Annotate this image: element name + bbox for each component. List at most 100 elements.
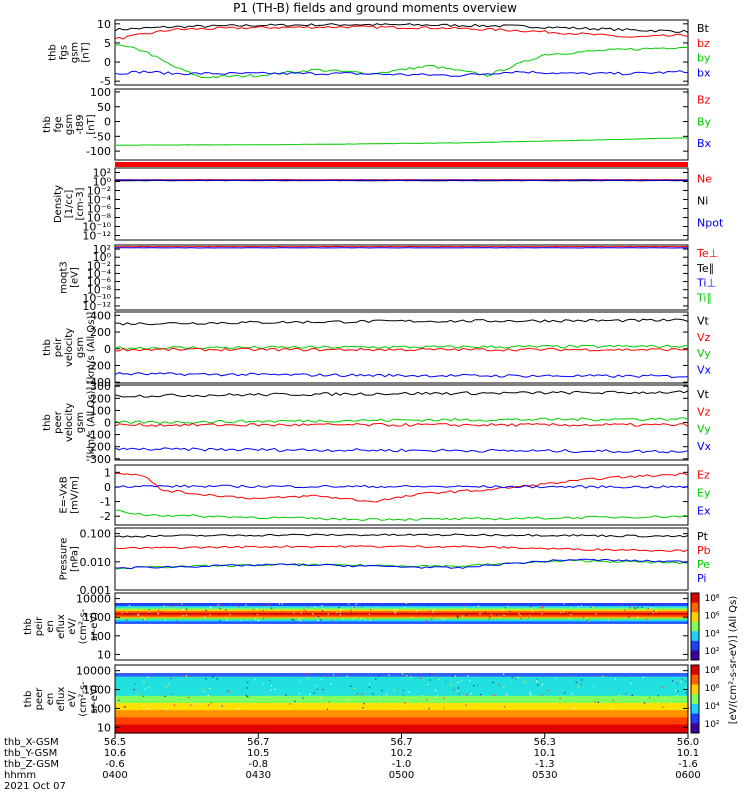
y-axis-label: sr-eV) — [89, 612, 100, 641]
spectrogram-pixel — [563, 611, 565, 613]
spectrogram-pixel — [493, 694, 495, 696]
spectrogram-band — [115, 621, 688, 624]
spectrogram-pixel — [118, 699, 120, 701]
spectrogram-pixel — [238, 605, 240, 608]
y-axis-label: velocity — [64, 328, 75, 367]
spectrogram-pixel — [537, 684, 539, 686]
y-axis-label: peer — [34, 687, 45, 711]
spectrogram-pixel — [555, 701, 557, 703]
spectrogram-pixel — [585, 617, 587, 619]
spectrogram-pixel — [328, 701, 330, 703]
spectrogram-pixel — [182, 608, 184, 611]
spectrogram-pixel — [137, 613, 139, 616]
spectrogram-pixel — [610, 707, 613, 709]
spectrogram-pixel — [263, 617, 265, 619]
spectrogram-pixel — [421, 695, 423, 697]
spectrogram-pixel — [624, 609, 626, 611]
spectrogram-band — [115, 619, 688, 623]
spectrogram-pixel — [453, 689, 455, 691]
spectrogram-pixel — [381, 690, 383, 692]
spectrogram-pixel — [394, 609, 396, 611]
spectrogram-pixel — [274, 613, 276, 615]
spectrogram-pixel — [352, 607, 354, 609]
y-tick-label: 10⁻⁶ — [87, 276, 112, 289]
spectrogram-pixel — [590, 606, 592, 608]
spectrogram-pixel — [488, 618, 490, 620]
spectrogram-pixel — [501, 609, 504, 611]
spectrogram-pixel — [316, 688, 318, 690]
spectrogram-pixel — [181, 603, 183, 605]
spectrogram-pixel — [427, 604, 429, 606]
spectrogram-pixel — [580, 605, 582, 607]
y-tick-label: 10² — [93, 167, 111, 180]
spectrogram-pixel — [685, 687, 687, 689]
spectrogram-pixel — [449, 697, 451, 699]
y-tick-label: 10⁻⁴ — [87, 267, 112, 280]
y-tick-label: 10 — [97, 648, 111, 661]
spectrogram-pixel — [597, 701, 599, 703]
y-tick-label: 10⁻² — [87, 259, 111, 272]
spectrogram-pixel — [176, 620, 178, 622]
spectrogram-pixel — [308, 674, 311, 676]
spectrogram-pixel — [426, 699, 428, 701]
spectrogram-pixel — [185, 675, 187, 677]
spectrogram-pixel — [124, 706, 126, 708]
spectrogram-pixel — [530, 605, 532, 608]
y-tick-label: 0 — [104, 481, 111, 494]
spectrogram-pixel — [607, 619, 609, 621]
y-axis-label: [nT] — [86, 114, 97, 134]
spectrogram-pixel — [570, 614, 572, 616]
spectrogram-pixel — [229, 614, 231, 616]
legend-entry: By — [697, 115, 712, 128]
y-axis-label: [km/s (All Qs)] — [86, 387, 97, 459]
spectrogram-pixel — [226, 619, 228, 621]
y-tick-label: -100 — [86, 145, 111, 158]
x-tick-label: -1.6 — [678, 759, 698, 770]
spectrogram-pixel — [204, 616, 206, 618]
spectrogram-pixel — [648, 613, 650, 615]
spectrogram-pixel — [451, 604, 453, 606]
spectrogram-pixel — [402, 694, 404, 696]
x-axis-row-label: thb_Y-GSM — [4, 748, 57, 759]
spectrogram-pixel — [171, 693, 173, 695]
spectrogram-pixel — [541, 684, 544, 686]
spectrogram-pixel — [655, 611, 657, 613]
spectrogram-pixel — [496, 614, 498, 616]
spectrogram-pixel — [574, 707, 576, 709]
y-axis-label: Density — [53, 185, 64, 223]
series-line-Pb — [114, 545, 689, 553]
spectrogram-pixel — [245, 604, 247, 606]
y-axis-label: moqt3 — [59, 261, 70, 294]
x-tick-label: -1.3 — [535, 759, 555, 770]
spectrogram-pixel — [148, 611, 150, 613]
spectrogram-pixel — [676, 695, 679, 697]
spectrogram-pixel — [477, 605, 480, 607]
spectrogram-pixel — [529, 692, 531, 694]
spectrogram-pixel — [207, 704, 209, 706]
legend-entry: bz — [697, 37, 710, 50]
y-tick-label: -100 — [86, 429, 111, 442]
y-tick-label: 1 — [104, 466, 111, 479]
spectrogram-pixel — [133, 689, 135, 691]
spectrogram-pixel — [348, 603, 350, 605]
spectrogram-pixel — [403, 704, 405, 706]
spectrogram-band — [115, 724, 688, 734]
legend-entry: Pt — [697, 530, 709, 543]
colorbar-tick-label: 10⁸ — [704, 666, 719, 676]
spectrogram-pixel — [321, 605, 323, 607]
spectrogram-pixel — [256, 608, 258, 610]
spectrogram-pixel — [637, 616, 639, 618]
colorbar-tick-label: 10⁴ — [704, 702, 719, 712]
colorbar-segment — [691, 602, 699, 613]
spectrogram-pixel — [246, 687, 248, 689]
colorbar-frame — [690, 592, 700, 661]
spectrogram-pixel — [300, 620, 302, 622]
x-tick-label: 10.6 — [104, 748, 126, 759]
y-tick-label: 10⁻¹² — [82, 230, 111, 243]
spectrogram-pixel — [410, 676, 412, 678]
spectrogram-pixel — [404, 612, 406, 614]
spectrogram-pixel — [353, 606, 355, 609]
legend-entry: Ex — [697, 504, 711, 517]
spectrogram-pixel — [530, 694, 532, 696]
spectrogram-pixel — [385, 693, 388, 695]
